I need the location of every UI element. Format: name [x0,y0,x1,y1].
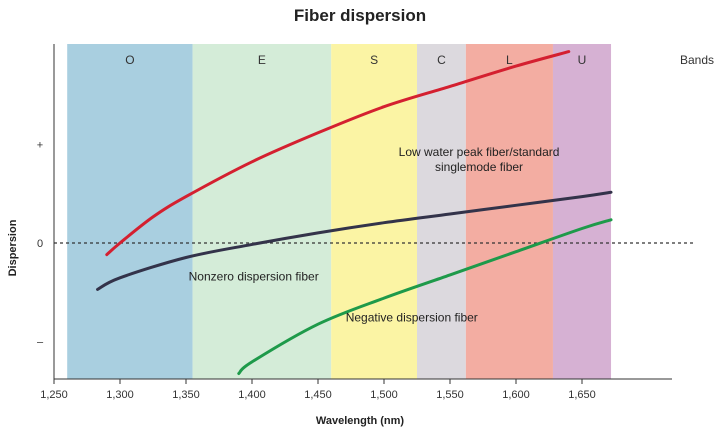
y-axis-label: Dispersion [7,219,19,276]
text-layer: O E S C L U 1,250 1,300 1,350 1,400 1,450 1,500 1,55… [37,53,596,401]
x-tick-label: 1,300 [106,389,134,401]
series-line-standard-singlemode-fiber [105,50,571,257]
annotation-standard-singlemode-fiber: Low water peak fiber/standard [399,145,560,159]
x-tick-label: 1,650 [568,389,596,401]
x-tick-label: 1,250 [40,389,68,401]
y-tick-label: + [37,139,43,151]
annotation-standard-singlemode-fiber: singlemode fiber [435,160,523,174]
band-label-s: S [370,53,378,67]
x-tick-label: 1,550 [436,389,464,401]
x-tick-label: 1,450 [304,389,332,401]
series-line-negative-dispersion-fiber [237,218,613,375]
y-tick-label: 0 [37,238,43,250]
annotation-nonzero-dispersion-fiber: Nonzero dispersion fiber [189,270,319,284]
band-label-l: L [506,53,513,67]
x-axis-label: Wavelength (nm) [316,415,405,427]
bands-label: Bands [680,53,714,67]
series-line-nonzero-dispersion-fiber [96,190,613,291]
x-tick-label: 1,400 [238,389,266,401]
x-tick-label: 1,350 [172,389,200,401]
band-s [331,44,417,379]
band-label-c: C [437,53,446,67]
band-u [552,44,612,379]
band-label-e: E [258,53,266,67]
x-tick-label: 1,500 [370,389,398,401]
y-tick-label: – [37,337,44,349]
annotation-negative-dispersion-fiber: Negative dispersion fiber [346,310,478,324]
axes-layer [53,44,672,384]
band-label-u: U [578,53,587,67]
band-e [192,44,332,379]
band-label-o: O [125,53,134,67]
x-tick-label: 1,600 [502,389,530,401]
band-o [67,44,193,379]
chart-title: Fiber dispersion [294,6,426,25]
bands-layer [67,44,612,379]
series-layer [96,50,613,375]
